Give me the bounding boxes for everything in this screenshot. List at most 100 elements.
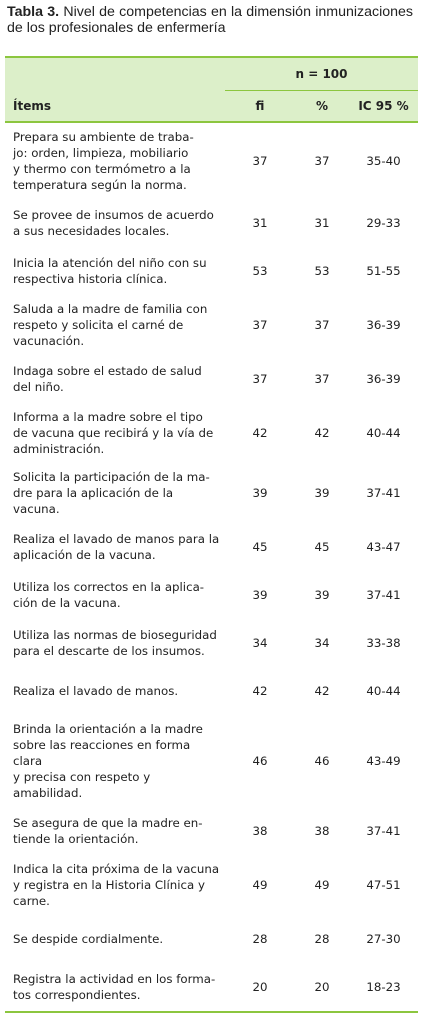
- value-cell: 38: [314, 824, 330, 838]
- item-cell: Inicia la atención del niño con su respec…: [5, 247, 225, 295]
- value-cell: 28: [252, 932, 268, 946]
- value-cell: 43-49: [366, 754, 401, 768]
- value-cell: 49: [252, 878, 268, 892]
- value-cell: 36-39: [366, 318, 401, 332]
- value-cell: 39: [252, 486, 268, 500]
- value-cell: 43-47: [366, 540, 401, 554]
- value-cell: 37: [252, 154, 268, 168]
- value-cell: 37-41: [366, 824, 401, 838]
- item-cell: Se asegura de que la madre en-tiende la …: [5, 807, 225, 855]
- item-line: Utiliza los correctos en la aplica-: [13, 580, 205, 594]
- item-cell: Saluda a la madre de familia con respeto …: [5, 295, 225, 355]
- item-line: a sus necesidades locales.: [13, 224, 170, 238]
- item-cell: Indaga sobre el estado de salud del niño.: [5, 355, 225, 403]
- row: Solicita la participación de la ma-dre p…: [5, 463, 418, 523]
- row: Realiza el lavado de manos para la aplica…: [5, 523, 418, 571]
- value-cell: 37: [252, 372, 268, 386]
- value-cell: 29-33: [366, 216, 401, 230]
- row: Indaga sobre el estado de salud del niño.…: [5, 355, 418, 403]
- column-header: Ítems: [13, 98, 51, 113]
- item-cell: Brinda la orientación a la madre sobre la…: [5, 715, 225, 807]
- item-cell: Realiza el lavado de manos.: [5, 667, 225, 715]
- row: Brinda la orientación a la madre sobre la…: [5, 715, 418, 807]
- row: Prepara su ambiente de traba-jo: orden, …: [5, 122, 418, 199]
- item-line: tos correspondientes.: [13, 988, 141, 1002]
- value-cell: 31: [314, 216, 330, 230]
- value-cell: 20: [252, 980, 268, 994]
- row: Se provee de insumos de acuerdo a sus nec…: [5, 199, 418, 247]
- row: Informa a la madre sobre el tipo de vacun…: [5, 403, 418, 463]
- item-line: Utiliza las normas de bioseguridad: [13, 628, 217, 642]
- item-cell: Utiliza los correctos en la aplica-ción …: [5, 571, 225, 619]
- value-cell: 38: [252, 824, 268, 838]
- item-line: temperatura según la norma.: [13, 178, 187, 192]
- item-cell: Realiza el lavado de manos para la aplica…: [5, 523, 225, 571]
- column-header: fi: [255, 99, 265, 113]
- item-line: Se provee de insumos de acuerdo: [13, 208, 214, 222]
- header-row: Ítems fi % IC 95 %: [5, 90, 418, 122]
- row: Utiliza las normas de bioseguridad para e…: [5, 619, 418, 667]
- value-cell: 40-44: [366, 684, 401, 698]
- value-cell: 37: [314, 372, 330, 386]
- item-line: sobre las reacciones en forma clara: [13, 738, 191, 768]
- value-cell: 37-41: [366, 486, 401, 500]
- value-cell: 28: [314, 932, 330, 946]
- item-cell: Se despide cordialmente.: [5, 915, 225, 963]
- item-line: ción de la vacuna.: [13, 596, 121, 610]
- item-line: Realiza el lavado de manos para la: [13, 532, 220, 546]
- item-line: tiende la orientación.: [13, 832, 139, 846]
- item-line: Brinda la orientación a la madre: [13, 722, 203, 736]
- value-cell: 46: [252, 754, 268, 768]
- value-cell: 45: [314, 540, 330, 554]
- group-header: n = 100: [225, 57, 418, 91]
- value-cell: 42: [314, 426, 330, 440]
- row: Saluda a la madre de familia con respeto …: [5, 295, 418, 355]
- item-cell: Registra la actividad en los forma-tos c…: [5, 963, 225, 1012]
- caption: Tabla 3. Nivel de competencias en la dim…: [7, 4, 413, 36]
- item-line: aplicación de la vacuna.: [13, 548, 156, 562]
- value-cell: 51-55: [366, 264, 401, 278]
- item-line: Se asegura de que la madre en-: [13, 816, 203, 830]
- item-line: Informa a la madre sobre el tipo: [13, 410, 203, 424]
- value-cell: 39: [314, 486, 330, 500]
- value-cell: 53: [314, 264, 330, 278]
- value-cell: 34: [314, 636, 330, 650]
- value-cell: 27-30: [366, 932, 401, 946]
- item-line: del niño.: [13, 380, 64, 394]
- row: Se asegura de que la madre en-tiende la …: [5, 807, 418, 855]
- value-cell: 53: [252, 264, 268, 278]
- item-line: para el descarte de los insumos.: [13, 644, 205, 658]
- item-line: respeto y solicita el carné de: [13, 318, 184, 332]
- item-cell: Informa a la madre sobre el tipo de vacun…: [5, 403, 225, 463]
- value-cell: 37: [252, 318, 268, 332]
- value-cell: 39: [314, 588, 330, 602]
- caption-text: Nivel de competencias en la dimensión in…: [7, 4, 414, 36]
- header-row: n = 100: [5, 57, 418, 91]
- item-line: jo: orden, limpieza, mobiliario: [13, 146, 189, 160]
- item-line: Realiza el lavado de manos.: [13, 684, 179, 698]
- value-cell: 18-23: [366, 980, 401, 994]
- item-line: y thermo con termómetro a la: [13, 162, 191, 176]
- value-cell: 42: [252, 684, 268, 698]
- row: Se despide cordialmente. 28 28 27-30: [5, 915, 418, 963]
- value-cell: 33-38: [366, 636, 401, 650]
- value-cell: 37: [314, 318, 330, 332]
- row: Indica la cita próxima de la vacuna y reg…: [5, 855, 418, 915]
- item-line: Registra la actividad en los forma-: [13, 972, 216, 986]
- item-line: y precisa con respeto y amabilidad.: [13, 770, 151, 800]
- value-cell: 37-41: [366, 588, 401, 602]
- value-cell: 34: [252, 636, 268, 650]
- item-cell: Prepara su ambiente de traba-jo: orden, …: [5, 122, 225, 199]
- item-cell: Se provee de insumos de acuerdo a sus nec…: [5, 199, 225, 247]
- item-line: y registra en la Historia Clínica y: [13, 878, 205, 892]
- value-cell: 20: [314, 980, 330, 994]
- value-cell: 40-44: [366, 426, 401, 440]
- item-cell: Utiliza las normas de bioseguridad para e…: [5, 619, 225, 667]
- value-cell: 45: [252, 540, 268, 554]
- item-line: Inicia la atención del niño con su: [13, 256, 207, 270]
- item-line: Saluda a la madre de familia con: [13, 302, 208, 316]
- value-cell: 42: [252, 426, 268, 440]
- column-header: IC 95 %: [358, 99, 409, 113]
- value-cell: 42: [314, 684, 330, 698]
- table: n = 100 Ítems fi % IC 95 % Prepara su am…: [5, 56, 418, 1013]
